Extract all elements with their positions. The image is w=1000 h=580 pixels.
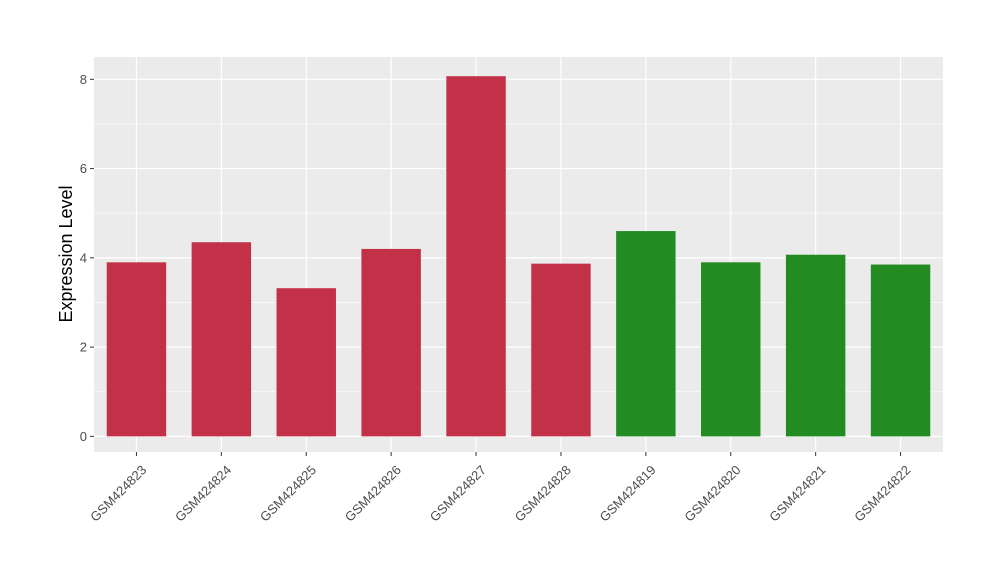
x-tick-label: GSM424823 bbox=[87, 462, 149, 524]
bars bbox=[106, 76, 931, 437]
y-axis-title: Expression Level bbox=[56, 185, 76, 322]
bar-gsm424826 bbox=[361, 248, 421, 437]
x-tick-label: GSM424828 bbox=[512, 462, 574, 524]
x-tick-label: GSM424825 bbox=[257, 462, 319, 524]
bar-gsm424820 bbox=[701, 262, 761, 437]
bar-gsm424822 bbox=[870, 264, 931, 437]
x-axis: GSM424823 GSM424824 GSM424825 GSM424826 GSM4… bbox=[87, 452, 913, 525]
y-tick-label: 4 bbox=[80, 250, 87, 265]
bar-gsm424824 bbox=[191, 242, 252, 437]
y-tick-label: 2 bbox=[80, 340, 87, 355]
x-tick-label: GSM424827 bbox=[427, 462, 489, 524]
bar-gsm424823 bbox=[106, 262, 167, 437]
y-tick-label: 0 bbox=[80, 429, 87, 444]
x-tick-label: GSM424821 bbox=[766, 462, 828, 524]
x-tick-label: GSM424822 bbox=[851, 462, 913, 524]
bar-gsm424821 bbox=[785, 254, 846, 437]
bar-gsm424828 bbox=[531, 263, 591, 437]
x-tick-label: GSM424819 bbox=[597, 462, 659, 524]
y-tick-label: 6 bbox=[80, 161, 87, 176]
y-tick-label: 8 bbox=[80, 72, 87, 87]
x-tick-label: GSM424824 bbox=[172, 462, 234, 524]
x-tick-label: GSM424826 bbox=[342, 462, 404, 524]
x-tick-label: GSM424820 bbox=[681, 462, 743, 524]
bar-gsm424827 bbox=[446, 76, 506, 437]
bar-gsm424825 bbox=[276, 288, 336, 437]
y-axis: 0 2 4 6 8 bbox=[80, 72, 94, 444]
bar-gsm424819 bbox=[616, 231, 676, 437]
